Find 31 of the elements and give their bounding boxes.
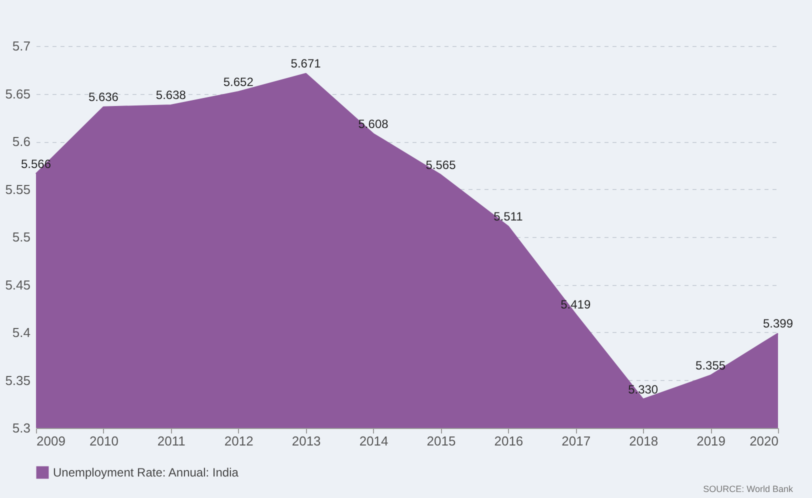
x-tick-label: 2019	[696, 434, 726, 448]
legend-label: Unemployment Rate: Annual: India	[53, 466, 239, 480]
y-tick-label: 5.55	[5, 182, 30, 197]
data-label: 5.636	[88, 90, 119, 104]
data-label: 5.652	[223, 74, 254, 89]
y-tick-label: 5.7	[12, 38, 30, 54]
x-tick-label: 2013	[292, 434, 321, 448]
y-tick-label: 5.3	[12, 420, 30, 436]
data-label: 5.511	[494, 209, 524, 224]
x-tick-label: 2018	[629, 434, 658, 448]
x-tick-label: 2010	[89, 434, 118, 448]
x-tick-label: 2017	[562, 434, 591, 448]
x-tick-label: 2011	[157, 434, 186, 448]
y-tick-label: 5.45	[5, 277, 30, 292]
data-label: 5.671	[290, 56, 322, 71]
data-label: 5.565	[426, 158, 456, 172]
x-tick-label: 2009	[36, 434, 66, 448]
y-tick-label: 5.65	[5, 86, 30, 102]
data-label: 5.355	[696, 358, 726, 372]
x-tick-label: 2012	[224, 434, 254, 448]
x-tick-label: 2016	[494, 434, 524, 448]
x-tick-label: 2015	[426, 434, 456, 448]
data-label: 5.399	[762, 316, 794, 330]
y-tick-label: 5.4	[12, 325, 30, 340]
x-tick-label: 2014	[359, 434, 388, 448]
source-note: SOURCE: World Bank	[703, 484, 794, 494]
y-tick-label: 5.6	[12, 134, 30, 149]
x-tick-label: 2020	[750, 434, 778, 448]
y-tick-label: 5.35	[5, 372, 30, 388]
data-label: 5.638	[156, 88, 186, 102]
y-tick-label: 5.5	[12, 230, 30, 244]
